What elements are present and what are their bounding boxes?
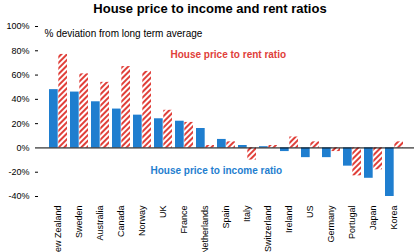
svg-text:France: France — [179, 206, 189, 234]
svg-text:Netherlands: Netherlands — [200, 205, 210, 252]
svg-text:% deviation from long term ave: % deviation from long term average — [45, 28, 203, 39]
svg-text:60%: 60% — [11, 70, 29, 80]
svg-text:-20%: -20% — [8, 167, 29, 177]
svg-text:Norway: Norway — [137, 205, 147, 236]
svg-text:0%: 0% — [16, 143, 29, 153]
svg-text:Portugal: Portugal — [347, 206, 357, 240]
svg-text:UK: UK — [158, 206, 168, 219]
svg-text:80%: 80% — [11, 46, 29, 56]
svg-text:House price to rent ratio: House price to rent ratio — [171, 49, 287, 60]
svg-text:Italy: Italy — [242, 205, 252, 222]
svg-text:Germany: Germany — [326, 205, 336, 243]
svg-text:New Zealand: New Zealand — [53, 206, 63, 252]
svg-text:Australia: Australia — [95, 206, 105, 241]
svg-text:Sweden: Sweden — [74, 206, 84, 239]
svg-text:House price to income ratio: House price to income ratio — [151, 165, 283, 176]
svg-text:20%: 20% — [11, 119, 29, 129]
svg-text:Switzerland: Switzerland — [263, 206, 273, 252]
svg-text:US: US — [305, 206, 315, 219]
svg-text:Ireland: Ireland — [284, 206, 294, 234]
svg-text:Spain: Spain — [221, 206, 231, 229]
svg-text:100%: 100% — [6, 21, 29, 31]
svg-text:Canada: Canada — [116, 206, 126, 238]
html-text:House price to income and rent: House price to income and rent ratios — [93, 1, 327, 16]
svg-text:Korea: Korea — [389, 206, 399, 230]
svg-text:40%: 40% — [11, 94, 29, 104]
svg-text:Japan: Japan — [368, 206, 378, 231]
svg-text:-40%: -40% — [8, 191, 29, 201]
